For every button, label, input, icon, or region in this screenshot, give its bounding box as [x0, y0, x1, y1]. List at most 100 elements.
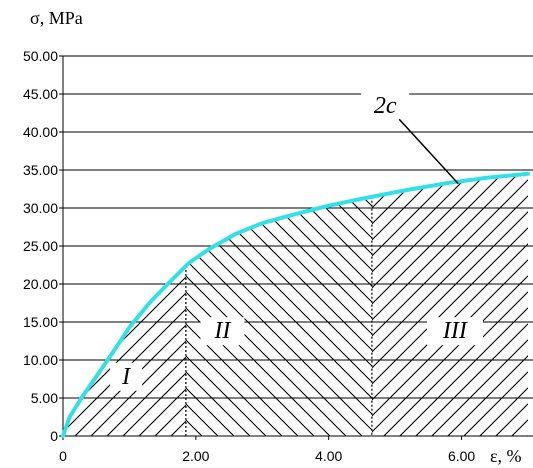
y-tick-label: 10.00	[23, 352, 58, 368]
hatch-line	[185, 173, 372, 436]
hatch-line	[347, 16, 533, 436]
region-label: III	[442, 318, 468, 344]
region-boundaries	[185, 196, 373, 436]
hatch-line	[185, 173, 372, 436]
hatch-line	[422, 16, 533, 436]
hatch-line	[371, 173, 528, 436]
hatch-line	[63, 173, 186, 436]
hatch-line	[185, 173, 372, 436]
hatch-line	[185, 173, 267, 436]
hatch-line	[371, 173, 373, 436]
hatch-line	[371, 173, 453, 436]
hatch-line	[185, 173, 372, 436]
hatch-line	[486, 16, 533, 436]
hatch-region-ii	[185, 16, 533, 436]
y-tick-label: 45.00	[23, 86, 58, 102]
hatch-line	[459, 16, 533, 436]
series-layer	[61, 171, 530, 438]
hatch-line	[363, 16, 533, 436]
annotation-leader	[398, 118, 459, 185]
hatch-line	[261, 173, 372, 436]
hatch-line	[523, 16, 533, 436]
hatch-line	[383, 173, 528, 436]
region-label-bg	[110, 362, 143, 391]
hatch-line	[185, 173, 331, 436]
hatch-line	[63, 173, 186, 436]
hatch-line	[185, 173, 372, 436]
hatch-line	[63, 173, 186, 436]
hatch-line	[185, 173, 363, 436]
x-tick-label: 2.00	[182, 448, 209, 464]
x-tick-label: 6.00	[448, 448, 475, 464]
hatch-line	[447, 173, 528, 436]
hatch-line	[251, 16, 533, 436]
hatch-line	[371, 173, 528, 436]
hatch-line	[511, 173, 528, 436]
y-axis-title: σ, MPa	[30, 8, 83, 28]
x-tick-label: 0	[59, 448, 67, 464]
hatch-line	[371, 173, 528, 436]
hatch-line	[185, 173, 299, 436]
hatch-line	[63, 173, 186, 436]
hatch-line	[63, 173, 80, 436]
hatch-line	[185, 173, 372, 436]
hatch-line	[185, 173, 283, 436]
hatch-line	[63, 173, 186, 436]
hatch-line	[341, 173, 372, 436]
hatch-line	[185, 173, 372, 436]
y-tick-label: 50.00	[23, 48, 58, 64]
region-label: II	[213, 318, 231, 344]
y-tick-label: 40.00	[23, 124, 58, 140]
hatch-line	[371, 173, 528, 436]
grid-lines	[63, 55, 533, 399]
hatch-line	[185, 173, 187, 436]
hatch-line	[315, 16, 533, 436]
y-tick-label: 20.00	[23, 276, 58, 292]
hatch-line	[185, 173, 372, 436]
hatch-line	[185, 173, 372, 436]
hatch-line	[371, 173, 528, 436]
hatch-line	[213, 173, 372, 436]
hatch-line	[185, 173, 347, 436]
hatch-line	[502, 16, 533, 436]
hatch-line	[63, 173, 112, 436]
hatch-line	[371, 173, 389, 436]
y-tick-label: 15.00	[23, 314, 58, 330]
hatch-line	[371, 173, 528, 436]
hatch-line	[427, 16, 533, 436]
hatch-line	[371, 173, 528, 436]
hatch-line	[411, 16, 533, 436]
annotation-bg	[361, 87, 410, 118]
y-tick-label: 5.00	[31, 390, 58, 406]
hatch-line	[443, 16, 533, 436]
hatch-line	[475, 16, 533, 436]
hatch-line	[245, 173, 372, 436]
x-axis-title: ε, %	[490, 446, 522, 466]
hatch-line	[415, 173, 528, 436]
region-label: I	[121, 364, 131, 390]
axes	[59, 55, 533, 440]
y-tick-label: 25.00	[23, 238, 58, 254]
hatch-fill	[63, 16, 533, 436]
hatch-line	[185, 173, 372, 436]
hatch-line	[371, 173, 528, 436]
hatch-line	[399, 173, 528, 436]
hatch-line	[63, 173, 64, 436]
annotation-label: 2c	[374, 93, 397, 119]
hatch-line	[138, 173, 186, 436]
hatch-line	[185, 173, 219, 436]
hatch-line	[185, 173, 372, 436]
hatch-line	[325, 173, 372, 436]
hatch-line	[219, 16, 533, 436]
hatch-line	[185, 173, 372, 436]
hatch-line	[371, 173, 528, 436]
hatch-line	[63, 173, 176, 436]
hatch-line	[527, 173, 528, 436]
hatch-line	[63, 173, 186, 436]
hatch-line	[106, 173, 186, 436]
hatch-line	[185, 173, 372, 436]
hatch-line	[371, 173, 517, 436]
hatch-line	[374, 16, 533, 436]
hatch-line	[371, 173, 528, 436]
